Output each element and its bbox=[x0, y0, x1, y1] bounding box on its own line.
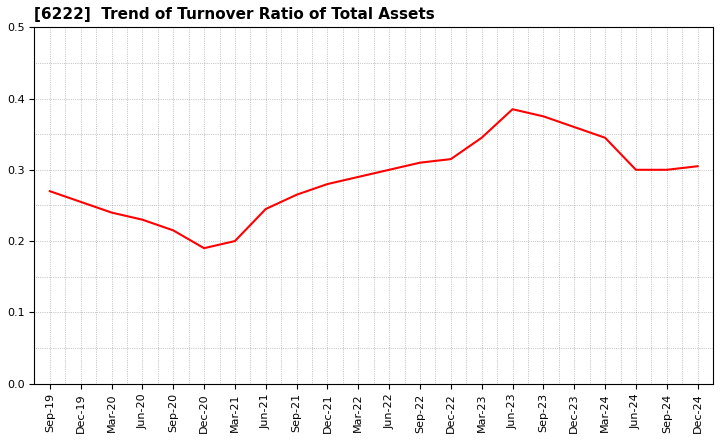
Text: [6222]  Trend of Turnover Ratio of Total Assets: [6222] Trend of Turnover Ratio of Total … bbox=[35, 7, 435, 22]
